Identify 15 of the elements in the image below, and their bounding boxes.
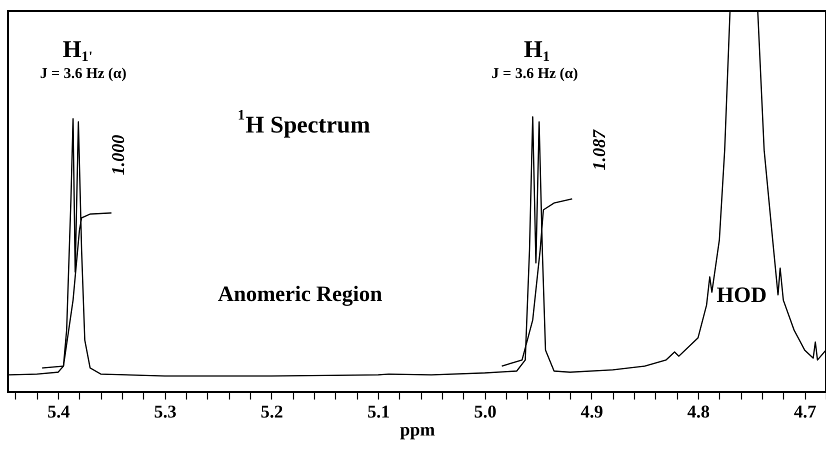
annotation: 1.000 bbox=[108, 134, 128, 176]
x-tick-label: 5.2 bbox=[260, 402, 284, 422]
x-tick-label: 4.7 bbox=[794, 402, 816, 422]
x-tick-label: 5.1 bbox=[367, 402, 390, 422]
annotation: HOD bbox=[716, 282, 767, 307]
x-tick-label: 5.3 bbox=[154, 402, 177, 422]
x-tick-label: 4.9 bbox=[580, 402, 604, 422]
annotation: J = 3.6 Hz (α) bbox=[40, 66, 127, 82]
x-tick-label: 5.4 bbox=[47, 402, 70, 422]
annotation: J = 3.6 Hz (α) bbox=[492, 66, 578, 82]
annotation: Anomeric Region bbox=[218, 281, 382, 306]
x-tick-label: 4.8 bbox=[687, 402, 710, 422]
x-tick-label: 5.0 bbox=[474, 402, 496, 422]
x-axis-title: ppm bbox=[400, 420, 436, 440]
annotation: 1.087 bbox=[589, 128, 610, 170]
